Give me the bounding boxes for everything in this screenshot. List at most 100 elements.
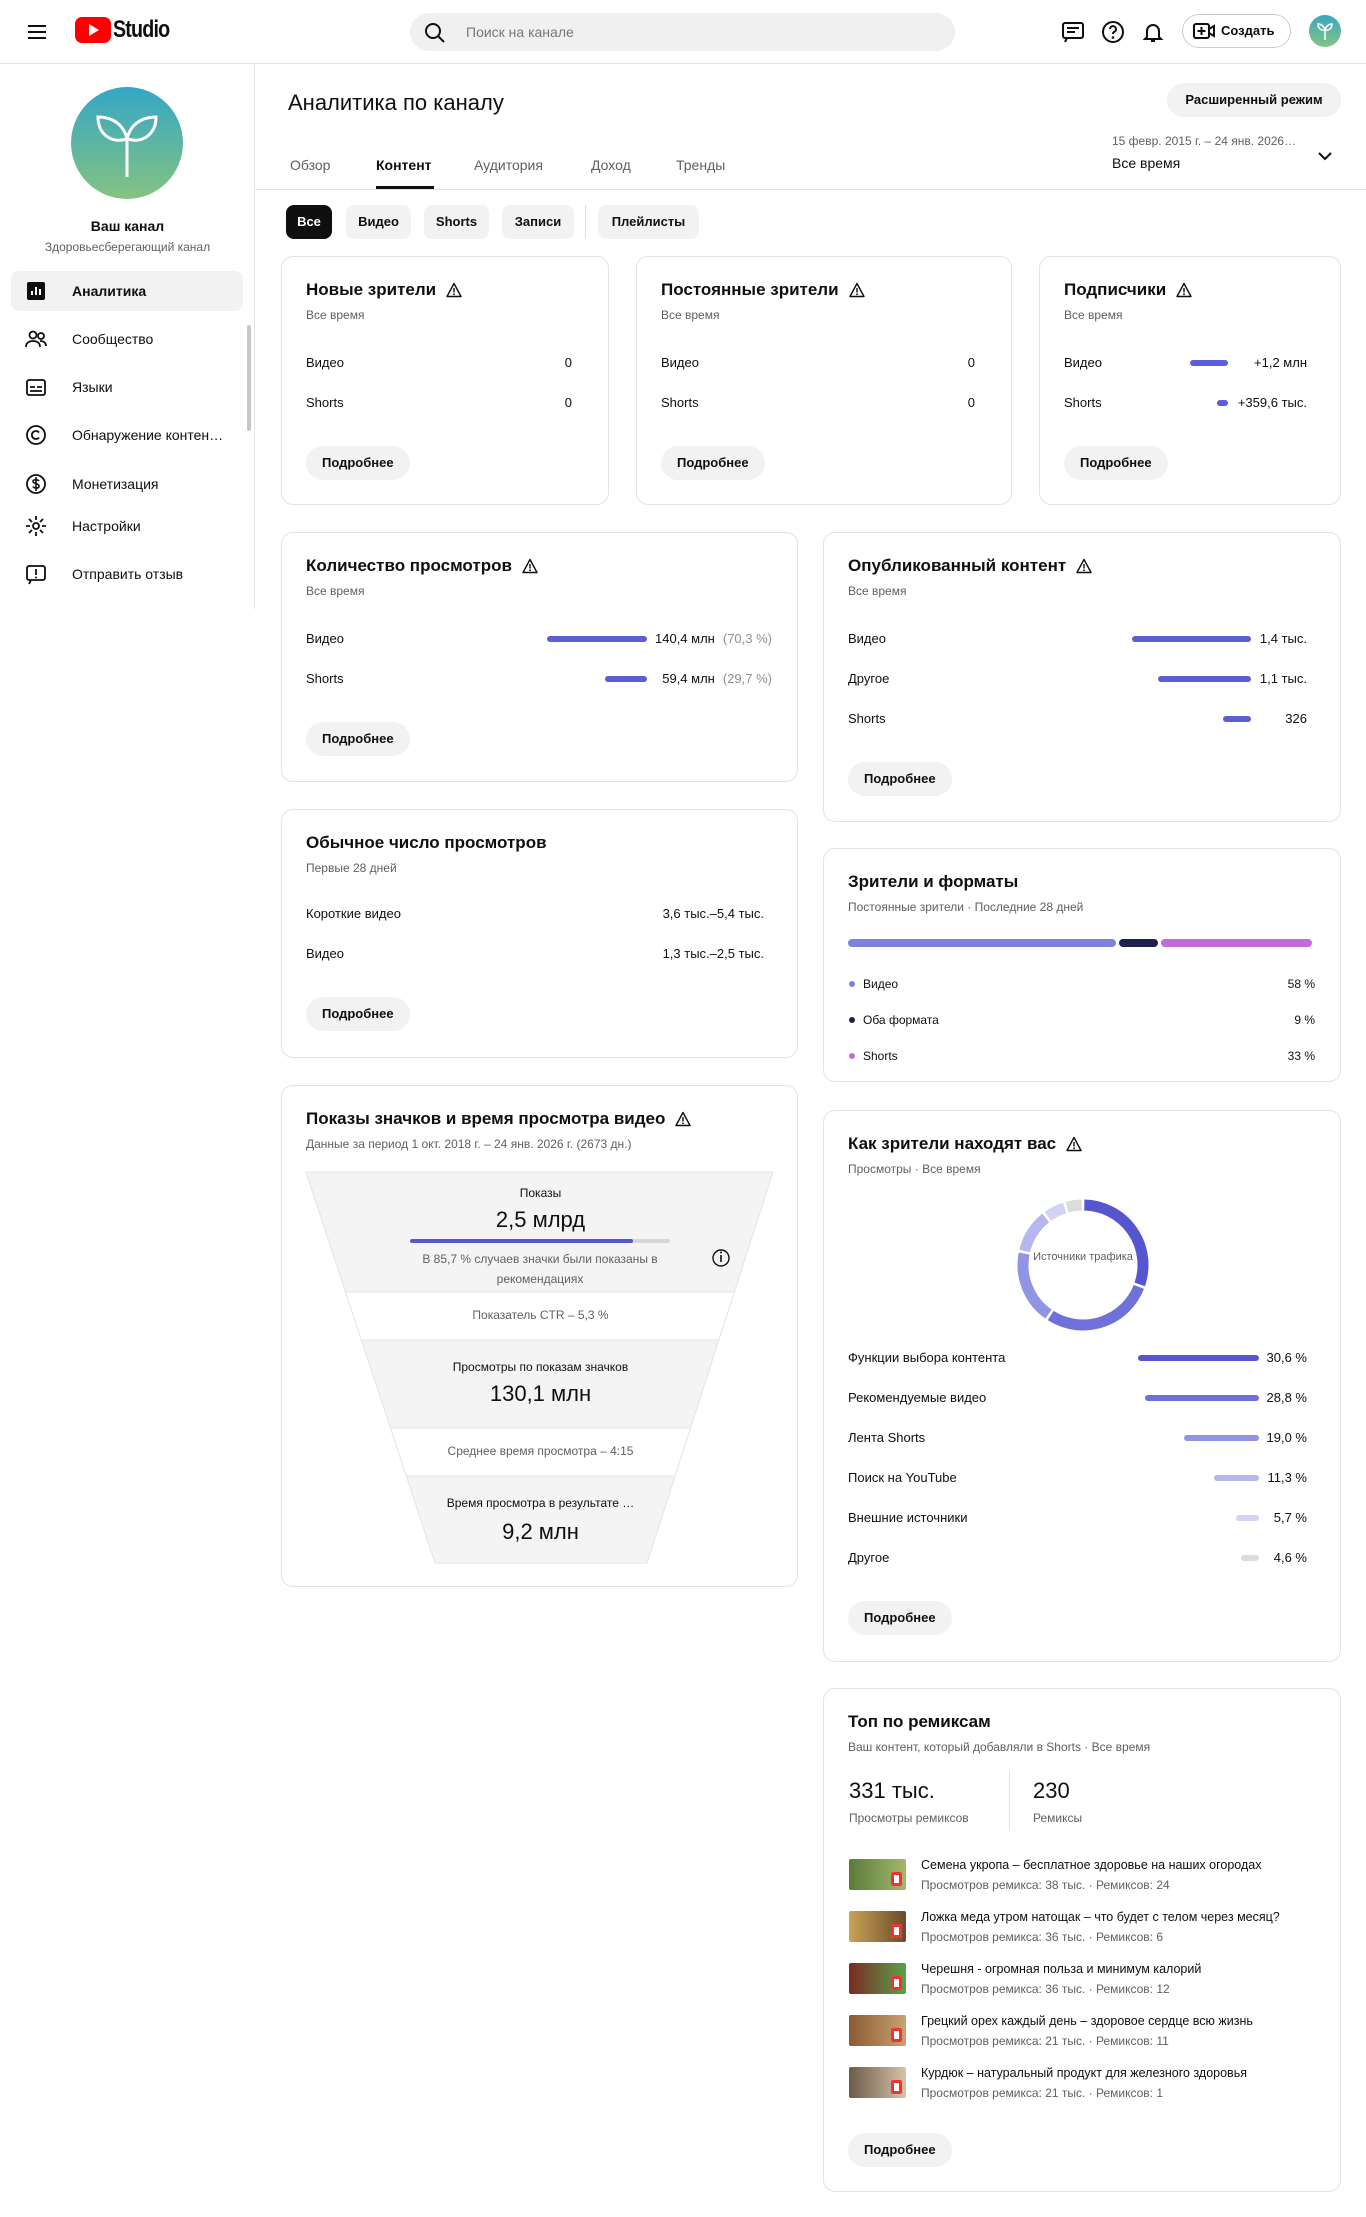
more-button[interactable]: Подробнее <box>1064 446 1168 480</box>
more-button[interactable]: Подробнее <box>848 1601 952 1635</box>
advanced-mode-button[interactable]: Расширенный режим <box>1167 83 1341 117</box>
card: Как зрители находят вас Просмотры · Все в… <box>823 1110 1341 1662</box>
tab[interactable]: Аудитория <box>474 157 543 173</box>
row-value-label: 28,8 % <box>1266 1390 1307 1405</box>
date-range[interactable]: 15 февр. 2015 г. – 24 янв. 2026… <box>1112 134 1297 148</box>
row-label: Видео <box>1064 355 1102 370</box>
stat-label: Ремиксы <box>1033 1811 1083 1825</box>
row-value-label: +359,6 тыс. <box>1237 395 1307 410</box>
donut-center-label: Источники трафика <box>1033 1251 1133 1263</box>
menu-icon[interactable] <box>26 21 48 43</box>
row-value: +1,2 млн <box>1254 354 1307 372</box>
nav-item[interactable]: Настройки <box>11 506 243 546</box>
row-label: Другое <box>848 1550 890 1565</box>
more-button[interactable]: Подробнее <box>848 762 952 796</box>
nav-item[interactable]: Отправить отзыв <box>11 554 243 594</box>
filter-chip[interactable]: Все <box>286 205 332 239</box>
search-placeholder: Поиск на канале <box>466 24 574 40</box>
card-title: Количество просмотров <box>306 556 512 575</box>
video-title[interactable]: Грецкий орех каждый день – здоровое серд… <box>921 2014 1253 2028</box>
filter-chip[interactable]: Плейлисты <box>598 205 699 239</box>
bar <box>1145 1395 1259 1401</box>
youtube-logo[interactable] <box>75 17 111 43</box>
video-thumbnail[interactable] <box>849 2067 906 2098</box>
video-meta: Просмотров ремикса: 36 тыс. · Ремиксов: … <box>921 1982 1170 1996</box>
notifications-icon[interactable] <box>1141 20 1165 44</box>
row-value: 0 <box>565 354 572 372</box>
account-avatar[interactable] <box>1309 15 1341 47</box>
card-title-row: Показы значков и время просмотра видео <box>306 1108 692 1130</box>
more-button[interactable]: Подробнее <box>848 2133 952 2167</box>
card: Подписчики Все время Видео +1,2 млн Shorts +3… <box>1039 256 1341 505</box>
row-value-label: 1,3 тыс.–2,5 тыс. <box>662 946 764 961</box>
row-value: 11,3 % <box>1267 1469 1307 1487</box>
row-label: Функции выбора контента <box>848 1350 1006 1365</box>
row-value: 1,4 тыс. <box>1260 630 1307 648</box>
logo-text[interactable]: Studio <box>113 16 170 43</box>
chips-divider <box>585 205 586 239</box>
warning-icon <box>675 1111 692 1127</box>
tab[interactable]: Доход <box>591 157 631 173</box>
nav-item[interactable]: Сообщество <box>11 319 243 359</box>
legend-dot <box>849 1053 855 1059</box>
video-thumbnail[interactable] <box>849 2015 906 2046</box>
filter-chip[interactable]: Записи <box>502 205 574 239</box>
row-label: Видео <box>306 946 344 961</box>
row-value: 59,4 млн (29,7 %) <box>662 670 772 688</box>
row-label: Рекомендуемые видео <box>848 1390 987 1405</box>
nav-item[interactable]: Языки <box>11 367 243 407</box>
more-button[interactable]: Подробнее <box>306 722 410 756</box>
card-title: Топ по ремиксам <box>848 1712 991 1731</box>
create-button[interactable]: Создать <box>1182 14 1291 48</box>
card-title-row: Опубликованный контент <box>848 555 1092 577</box>
date-dropdown-icon[interactable] <box>1315 146 1335 166</box>
tab[interactable]: Контент <box>376 157 432 173</box>
filter-chip[interactable]: Shorts <box>424 205 489 239</box>
row-value: 3,6 тыс.–5,4 тыс. <box>663 905 764 923</box>
row-value-label: 11,3 % <box>1267 1470 1307 1485</box>
scrollbar[interactable] <box>247 325 251 431</box>
video-thumbnail[interactable] <box>849 1911 906 1942</box>
video-title[interactable]: Черешня - огромная польза и минимум кало… <box>921 1962 1202 1976</box>
bar <box>1236 1515 1259 1521</box>
search-box[interactable]: Поиск на канале <box>410 13 955 51</box>
help-icon[interactable] <box>1101 20 1125 44</box>
more-button[interactable]: Подробнее <box>306 997 410 1031</box>
channel-avatar[interactable] <box>71 87 183 199</box>
video-title[interactable]: Ложка меда утром натощак – что будет с т… <box>921 1910 1280 1924</box>
card-subtitle: Постоянные зрители · Последние 28 дней <box>848 900 1084 914</box>
channel-subtitle: Здоровьесберегающий канал <box>44 240 211 254</box>
more-button[interactable]: Подробнее <box>661 446 765 480</box>
search-icon <box>425 23 445 43</box>
video-thumbnail[interactable] <box>849 1859 906 1890</box>
bar <box>1240 1555 1259 1561</box>
card-subtitle: Все время <box>661 308 720 322</box>
card: Количество просмотров Все время Видео 140,4… <box>281 532 798 782</box>
funnel-value: 130,1 млн <box>489 1380 592 1406</box>
more-button[interactable]: Подробнее <box>306 446 410 480</box>
warning-icon <box>848 282 865 298</box>
nav-item[interactable]: Аналитика <box>11 271 243 311</box>
tab[interactable]: Тренды <box>676 157 726 173</box>
warning-icon <box>1076 558 1092 574</box>
nav-item[interactable]: Монетизация <box>11 464 243 504</box>
video-thumbnail[interactable] <box>849 1963 906 1994</box>
legend-value: 58 % <box>1287 977 1315 991</box>
row-value-label: 3,6 тыс.–5,4 тыс. <box>662 906 764 921</box>
video-title[interactable]: Семена укропа – бесплатное здоровье на н… <box>921 1858 1262 1872</box>
stat-value: 230 <box>1033 1778 1070 1803</box>
row-value: 19,0 % <box>1267 1429 1307 1447</box>
feedback-icon[interactable] <box>1061 20 1085 44</box>
video-title[interactable]: Курдюк – натуральный продукт для железно… <box>921 2066 1247 2080</box>
nav-item[interactable]: Обнаружение контен… <box>11 415 243 455</box>
row-value-label: 0 <box>967 395 975 410</box>
filter-chip[interactable]: Видео <box>346 205 411 239</box>
tab[interactable]: Обзор <box>290 157 331 173</box>
donut-chart <box>1017 1199 1149 1331</box>
shorts-badge <box>891 1924 902 1938</box>
donut-segment <box>1017 1252 1052 1319</box>
period[interactable]: Все время <box>1112 155 1181 171</box>
row-value: 0 <box>968 354 975 372</box>
